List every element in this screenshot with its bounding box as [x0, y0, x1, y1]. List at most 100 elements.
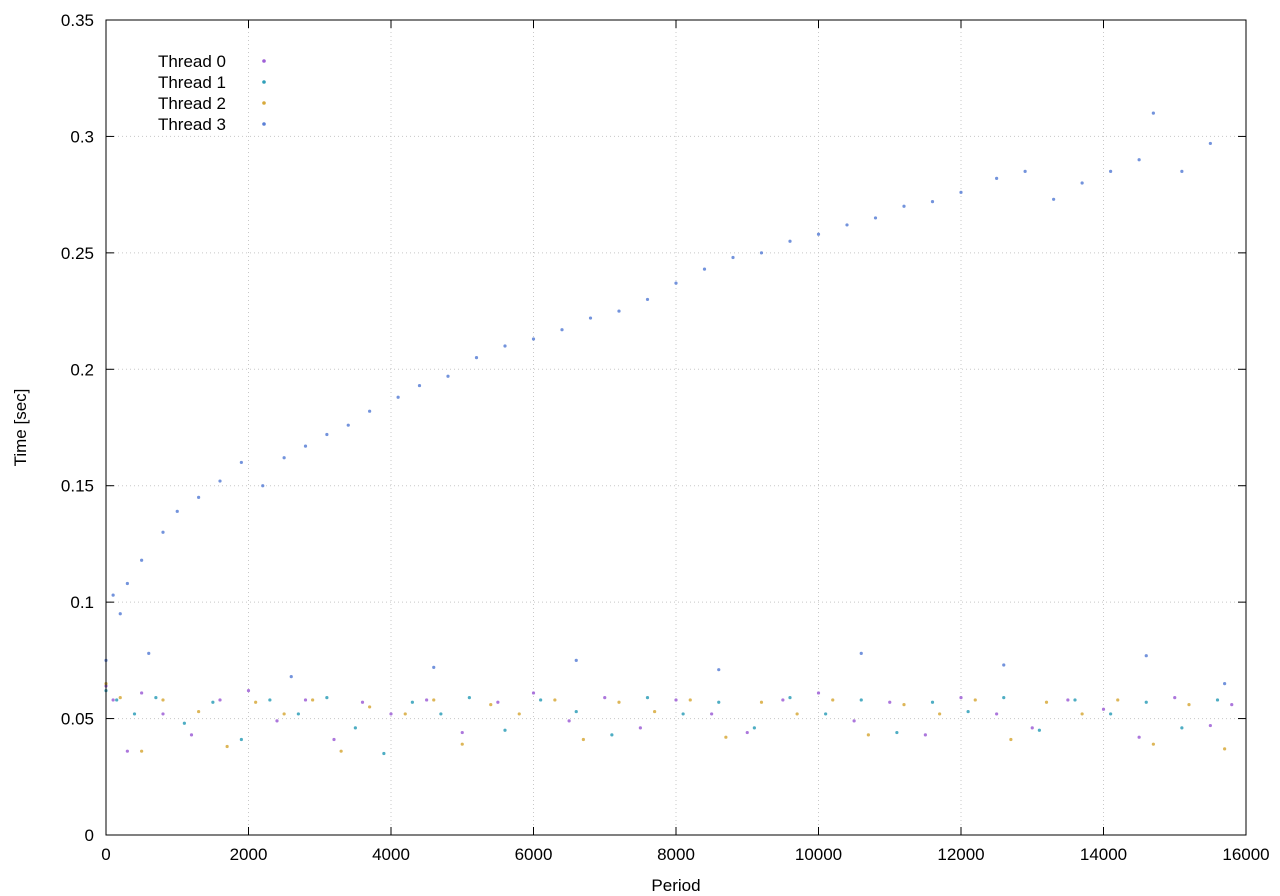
legend-marker-thread-2	[262, 101, 266, 105]
data-point-thread-2	[653, 709, 657, 714]
data-point-thread-3	[702, 267, 707, 271]
data-point-thread-1	[325, 696, 329, 700]
data-point-thread-3	[1144, 654, 1148, 658]
data-point-thread-3	[346, 423, 350, 427]
data-point-thread-1	[1037, 728, 1041, 732]
data-point-thread-3	[1109, 169, 1113, 173]
data-point-thread-3	[1002, 663, 1006, 667]
data-point-thread-1	[859, 698, 863, 702]
x-tick-label: 6000	[515, 845, 553, 864]
data-point-thread-3	[731, 255, 735, 260]
data-point-thread-1	[1215, 698, 1220, 702]
legend-label-thread-0: Thread 0	[158, 52, 226, 71]
data-point-thread-2	[1151, 742, 1155, 746]
y-tick-label: 0	[85, 826, 94, 845]
data-point-thread-3	[175, 509, 179, 513]
data-point-thread-1	[154, 696, 158, 700]
data-point-thread-1	[1109, 712, 1113, 716]
data-point-thread-3	[859, 651, 863, 655]
data-point-thread-3	[125, 581, 129, 586]
data-point-thread-1	[353, 726, 357, 730]
data-point-thread-1	[752, 726, 756, 730]
data-point-thread-0	[1066, 698, 1070, 702]
y-tick-label: 0.05	[61, 710, 94, 729]
data-point-thread-0	[603, 696, 607, 700]
data-point-thread-3	[717, 668, 721, 672]
data-point-thread-2	[759, 700, 764, 704]
data-point-thread-3	[1223, 682, 1227, 686]
data-point-thread-3	[995, 176, 999, 180]
data-point-thread-1	[268, 698, 272, 702]
data-point-thread-3	[930, 200, 935, 204]
data-point-thread-2	[282, 712, 286, 716]
data-point-thread-0	[674, 698, 678, 702]
data-point-thread-1	[467, 696, 471, 700]
data-point-thread-3	[289, 675, 293, 679]
data-point-thread-1	[115, 698, 119, 702]
legend-marker-thread-0	[262, 59, 266, 63]
data-point-thread-1	[610, 733, 614, 737]
data-point-thread-3	[147, 651, 151, 655]
data-point-thread-1	[382, 751, 386, 756]
x-tick-label: 14000	[1080, 845, 1127, 864]
data-point-thread-1	[788, 696, 792, 700]
data-point-thread-3	[140, 558, 144, 562]
data-point-thread-0	[710, 712, 714, 716]
axis-ticks: 0 2000 4000 6000 8000 10000 12000 14000 16000 0 0.…	[61, 11, 1270, 864]
data-point-thread-3	[474, 356, 479, 360]
data-point-thread-1	[539, 698, 543, 702]
data-point-thread-2	[311, 698, 315, 702]
y-tick-label: 0.35	[61, 11, 94, 30]
data-point-thread-0	[1030, 726, 1034, 730]
data-point-thread-0	[959, 696, 963, 700]
data-point-thread-0	[275, 719, 279, 723]
data-point-thread-0	[995, 712, 999, 716]
data-point-thread-0	[816, 691, 821, 695]
data-point-thread-2	[902, 703, 906, 707]
data-point-thread-0	[1173, 696, 1177, 700]
data-point-thread-3	[197, 495, 201, 499]
data-point-thread-2	[197, 709, 201, 714]
data-point-thread-1	[239, 737, 243, 742]
data-point-thread-1	[182, 721, 186, 725]
data-point-thread-3	[531, 337, 536, 341]
data-points	[104, 111, 1234, 756]
data-point-thread-1	[503, 728, 507, 732]
data-point-thread-0	[567, 719, 571, 723]
x-tick-label: 2000	[230, 845, 268, 864]
data-point-thread-2	[403, 712, 407, 716]
data-point-thread-3	[816, 232, 821, 236]
data-point-thread-3	[118, 612, 122, 616]
data-point-thread-0	[303, 698, 308, 702]
data-point-thread-0	[745, 730, 749, 735]
data-point-thread-1	[930, 700, 935, 704]
x-tick-label: 8000	[657, 845, 695, 864]
data-point-thread-3	[325, 432, 329, 437]
legend-label-thread-2: Thread 2	[158, 94, 226, 113]
data-point-thread-3	[759, 251, 764, 255]
legend-marker-thread-1	[262, 80, 266, 84]
data-point-thread-2	[553, 698, 557, 702]
data-point-thread-2	[225, 744, 229, 749]
data-point-thread-2	[140, 749, 144, 753]
data-point-thread-1	[211, 700, 215, 704]
data-point-thread-2	[1116, 698, 1120, 702]
data-point-thread-0	[389, 712, 393, 716]
data-point-thread-3	[368, 409, 372, 413]
y-tick-label: 0.25	[61, 244, 94, 263]
data-point-thread-3	[1137, 158, 1141, 162]
data-point-thread-0	[425, 698, 429, 702]
data-point-thread-3	[417, 383, 422, 388]
data-point-thread-0	[189, 733, 194, 737]
data-point-thread-2	[938, 712, 942, 716]
data-point-thread-2	[118, 696, 122, 700]
data-point-thread-2	[339, 749, 343, 753]
x-tick-label: 12000	[937, 845, 984, 864]
data-point-thread-2	[432, 698, 436, 702]
data-point-thread-3	[111, 593, 115, 597]
data-point-thread-3	[1080, 181, 1084, 185]
data-point-thread-1	[296, 712, 300, 716]
data-point-thread-3	[588, 316, 593, 320]
data-point-thread-0	[888, 700, 892, 704]
